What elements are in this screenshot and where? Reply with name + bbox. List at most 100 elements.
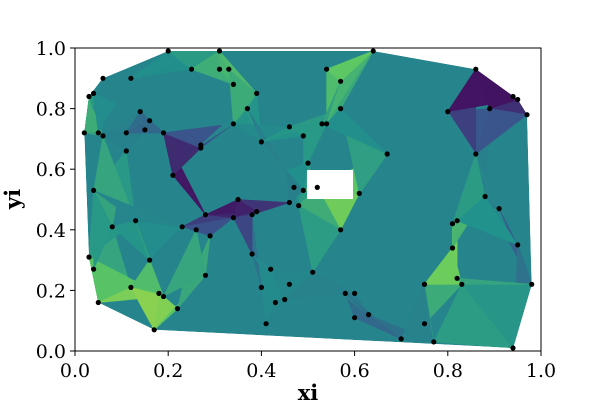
field-triangle <box>288 123 327 137</box>
y-tick-label: 0.0 <box>36 341 66 363</box>
data-point <box>459 281 465 287</box>
field-triangle <box>93 190 183 228</box>
y-axis-ticks: 0.0 0.2 0.4 0.6 0.8 1.0 <box>36 38 75 363</box>
data-point <box>216 66 223 72</box>
data-point <box>286 281 292 287</box>
data-point <box>151 327 157 333</box>
data-point <box>86 93 92 100</box>
data-point <box>156 290 162 296</box>
data-point <box>449 245 456 251</box>
data-point <box>338 78 344 84</box>
data-point <box>421 281 428 287</box>
data-point <box>510 345 516 351</box>
data-point <box>324 121 330 127</box>
data-point <box>193 227 199 233</box>
data-point <box>254 90 260 96</box>
data-point <box>300 133 306 139</box>
data-point <box>263 321 269 327</box>
data-point <box>356 190 362 196</box>
data-point <box>282 296 288 303</box>
y-tick-label: 0.6 <box>36 159 66 181</box>
data-point <box>421 321 428 327</box>
x-axis-ticks: 0.0 0.2 0.4 0.6 0.8 1.0 <box>60 351 556 382</box>
data-point <box>160 293 167 300</box>
data-point <box>310 269 316 275</box>
data-point <box>249 212 255 218</box>
data-point <box>286 199 292 206</box>
data-point <box>510 93 516 100</box>
data-point <box>142 127 148 133</box>
data-point <box>160 130 167 136</box>
data-point <box>314 184 320 190</box>
y-axis-label: yi <box>0 189 25 210</box>
data-point <box>473 151 479 157</box>
data-point <box>123 130 129 136</box>
data-point <box>324 66 330 72</box>
field-triangle <box>353 314 402 340</box>
data-point <box>91 266 97 272</box>
data-point <box>258 284 264 290</box>
data-point <box>286 124 292 130</box>
field-triangle <box>475 108 528 155</box>
data-point <box>342 290 348 296</box>
data-point <box>91 187 97 193</box>
data-point <box>170 172 176 178</box>
data-point <box>352 315 358 321</box>
data-point <box>147 118 153 124</box>
data-point <box>81 130 87 136</box>
data-point <box>123 148 129 154</box>
data-point <box>305 160 311 166</box>
field-triangle <box>88 78 132 97</box>
data-point <box>207 233 213 239</box>
data-point <box>366 312 372 318</box>
data-point <box>449 221 456 227</box>
data-point <box>268 266 274 272</box>
field-triangle <box>130 51 220 79</box>
data-point <box>291 184 297 190</box>
data-point <box>272 299 278 306</box>
field-triangle <box>451 152 486 225</box>
data-point <box>338 227 344 233</box>
data-point <box>100 75 106 81</box>
x-axis-label: xi <box>298 380 319 400</box>
data-point <box>431 339 437 345</box>
field-triangle <box>162 228 206 298</box>
x-tick-label: 0.2 <box>153 360 183 382</box>
data-point <box>100 133 106 139</box>
data-point <box>398 336 404 342</box>
data-point <box>244 106 250 112</box>
x-tick-label: 0.4 <box>246 360 276 382</box>
data-point <box>147 257 153 263</box>
x-tick-label: 0.0 <box>60 360 90 382</box>
data-point <box>95 299 101 306</box>
y-tick-label: 0.2 <box>36 280 66 302</box>
data-point <box>473 66 479 72</box>
data-point <box>137 109 143 115</box>
data-point <box>109 224 115 230</box>
data-point <box>202 212 209 218</box>
field-triangle <box>162 123 235 149</box>
scatter-points <box>81 48 535 351</box>
data-point <box>445 109 451 115</box>
y-tick-label: 0.8 <box>36 99 66 121</box>
data-point <box>454 218 460 224</box>
data-point <box>95 130 101 136</box>
field-triangle <box>232 214 253 255</box>
data-point <box>254 209 260 215</box>
data-point <box>188 66 195 72</box>
data-point <box>258 139 264 145</box>
y-tick-label: 1.0 <box>36 38 66 60</box>
data-point <box>296 203 302 209</box>
data-point <box>515 242 521 248</box>
data-point <box>515 96 521 103</box>
data-point <box>91 90 97 96</box>
field-triangle <box>423 247 463 285</box>
data-point <box>235 196 241 203</box>
data-point <box>487 106 493 112</box>
data-point <box>338 106 344 112</box>
data-point <box>128 284 134 290</box>
data-point <box>165 48 171 54</box>
data-point <box>249 251 255 257</box>
data-point <box>482 193 488 200</box>
